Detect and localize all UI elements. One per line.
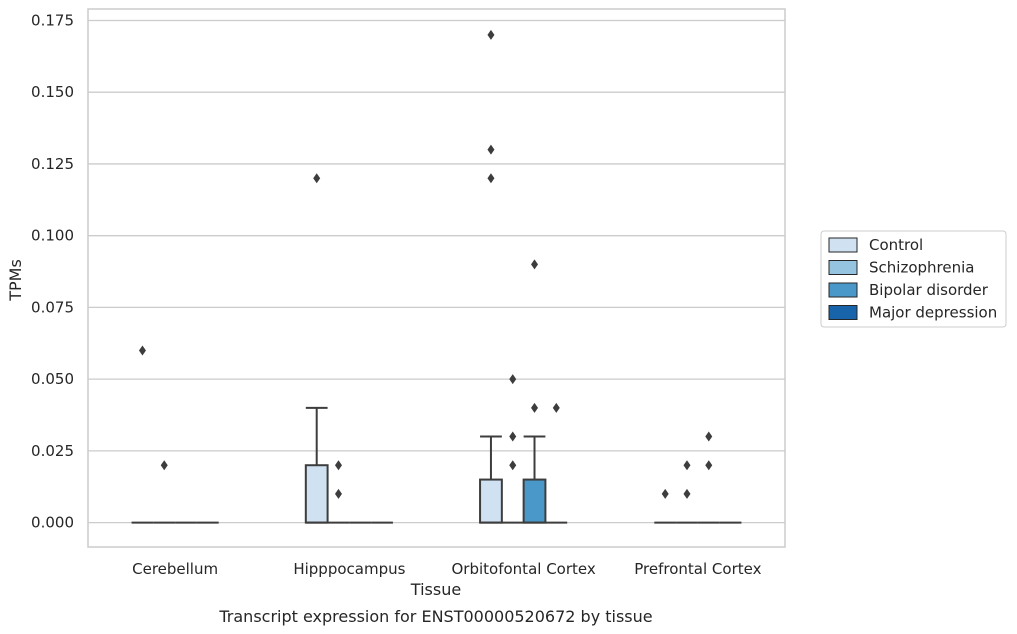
legend-label: Control — [869, 236, 923, 254]
box-bipolar-disorder — [522, 435, 547, 524]
box-body — [304, 464, 329, 524]
legend-label: Schizophrenia — [869, 259, 974, 277]
outlier-point — [509, 374, 517, 385]
legend-swatch — [828, 260, 858, 275]
y-tick-label: 0.075 — [31, 298, 74, 316]
legend-swatch — [828, 237, 858, 253]
x-tick-labels: Cerebellum Hipppocampus Orbitofontal Corte… — [132, 560, 761, 578]
y-tick-label: 0.000 — [31, 514, 74, 532]
y-tick-label: 0.025 — [31, 442, 74, 460]
outlier-point — [683, 460, 691, 471]
x-tick-label: Hipppocampus — [293, 560, 405, 578]
outlier-point — [705, 460, 713, 471]
outlier-point — [531, 402, 539, 413]
outlier-point — [138, 345, 146, 356]
y-tick-label: 0.100 — [31, 227, 74, 245]
legend-label: Major depression — [869, 304, 997, 322]
x-axis-label: Tissue — [410, 580, 461, 599]
outlier-point — [509, 460, 517, 471]
y-tick-label: 0.175 — [31, 11, 74, 29]
legend: Control Schizophrenia Bipolar disorder Majo… — [820, 230, 1007, 328]
y-tick-label: 0.125 — [31, 155, 74, 173]
boxes — [131, 406, 742, 524]
y-axis-label: TPMs — [6, 259, 25, 302]
y-tick-labels: 0.000 0.025 0.050 0.075 0.100 0.125 0.150 0.175 — [31, 11, 74, 531]
box-control — [304, 406, 329, 524]
gridlines — [88, 19, 785, 524]
outlier-point — [487, 144, 495, 155]
outlier-point — [531, 259, 539, 270]
legend-swatch — [828, 282, 858, 298]
legend-label: Bipolar disorder — [869, 281, 989, 299]
plot-frame — [87, 8, 786, 548]
outlier-point — [313, 173, 321, 184]
x-tick-label: Prefrontal Cortex — [634, 560, 761, 578]
legend-swatch — [828, 305, 858, 320]
outlier-point — [661, 488, 669, 499]
box-control — [479, 435, 503, 524]
box-body — [479, 478, 503, 524]
outlier-point — [552, 402, 560, 413]
outlier-point — [334, 460, 342, 471]
outlier-point — [334, 488, 342, 499]
box-body — [522, 478, 547, 524]
x-tick-label: Cerebellum — [132, 560, 218, 578]
x-tick-label: Orbitofontal Cortex — [452, 560, 596, 578]
outlier-point — [487, 29, 495, 40]
outlier-point — [683, 488, 691, 499]
outliers — [138, 29, 713, 499]
outlier-point — [487, 173, 495, 184]
outlier-point — [160, 460, 168, 471]
chart-title: Transcript expression for ENST0000052067… — [218, 607, 652, 626]
y-tick-label: 0.050 — [31, 370, 74, 388]
legend-frame — [820, 230, 1007, 328]
outlier-point — [705, 431, 713, 442]
y-tick-label: 0.150 — [31, 83, 74, 101]
outlier-point — [509, 431, 517, 442]
